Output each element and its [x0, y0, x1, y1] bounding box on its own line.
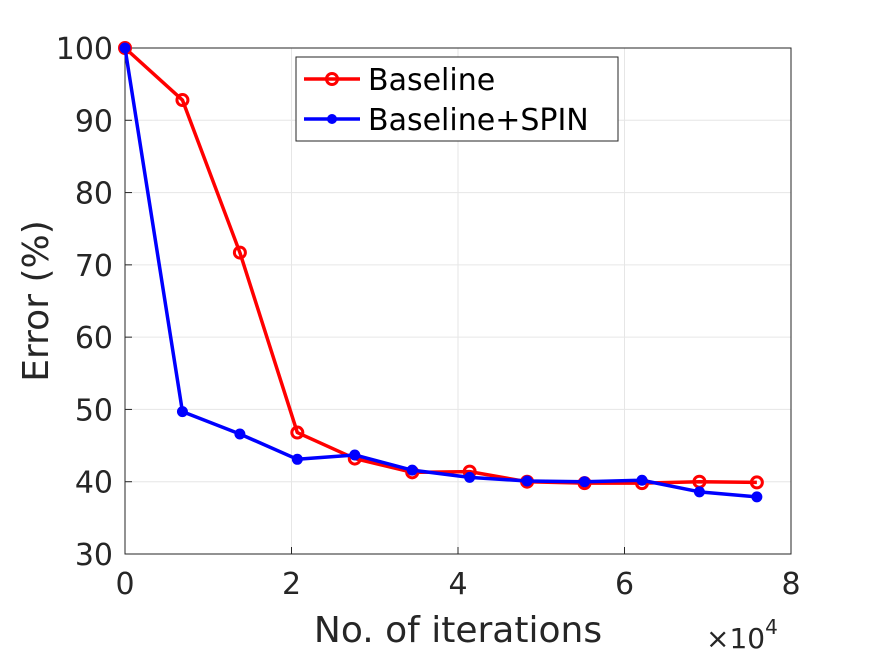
- data-point: [464, 471, 476, 483]
- legend-marker: [327, 114, 337, 124]
- data-point: [579, 476, 591, 488]
- y-tick-label: 90: [75, 104, 113, 139]
- data-point: [749, 475, 764, 490]
- data-point: [751, 491, 763, 503]
- data-point: [232, 245, 247, 260]
- legend-marker: [325, 72, 339, 86]
- y-tick-label: 70: [75, 249, 113, 284]
- x-tick-label: 2: [282, 567, 301, 602]
- data-point: [693, 486, 705, 498]
- data-point: [290, 425, 305, 440]
- x-axis-multiplier: ×104: [706, 615, 778, 655]
- y-tick-label: 100: [56, 32, 113, 67]
- legend-label: Baseline+SPIN: [368, 103, 589, 138]
- x-axis-multiplier-exponent: 4: [765, 615, 778, 639]
- y-tick-label: 30: [75, 538, 113, 573]
- y-tick-label: 50: [75, 393, 113, 428]
- legend-box: [295, 56, 619, 142]
- y-tick-label: 80: [75, 177, 113, 212]
- legend-item: Baseline+SPIN: [304, 103, 589, 138]
- y-tick-label: 40: [75, 466, 113, 501]
- data-point: [521, 475, 533, 487]
- x-tick-label: 8: [781, 567, 800, 602]
- data-point: [175, 93, 190, 108]
- data-point: [406, 464, 418, 476]
- data-point: [119, 42, 131, 54]
- y-axis-label: Error (%): [16, 220, 57, 382]
- x-tick-label: 6: [615, 567, 634, 602]
- x-tick-label: 0: [115, 567, 134, 602]
- axis-ticks: 0 2 4 6 8 30 40 50 60 70 80 90 100: [56, 32, 801, 602]
- data-point: [349, 449, 361, 461]
- series-baseline-spin: [119, 42, 763, 503]
- x-axis-multiplier-base: ×10: [706, 622, 765, 655]
- legend-item: Baseline: [304, 63, 495, 98]
- y-tick-label: 60: [75, 321, 113, 356]
- x-tick-label: 4: [448, 567, 467, 602]
- series-layer: [118, 41, 764, 503]
- x-axis-label: No. of iterations: [314, 610, 602, 651]
- legend-label: Baseline: [368, 63, 495, 98]
- legend: Baseline Baseline+SPIN: [295, 56, 619, 142]
- data-point: [291, 453, 303, 465]
- data-point: [234, 428, 246, 440]
- data-point: [176, 406, 188, 418]
- series-line: [123, 47, 758, 499]
- data-point: [636, 474, 648, 486]
